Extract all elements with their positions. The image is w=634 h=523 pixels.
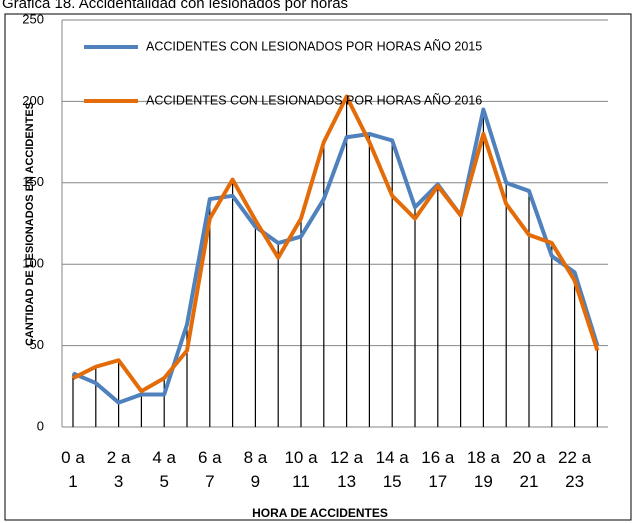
x-axis-title: HORA DE ACCIDENTES xyxy=(252,506,388,520)
y-tick-label: 250 xyxy=(22,11,44,26)
x-tick-label: 2 a 3 xyxy=(106,448,131,491)
y-tick-label: 200 xyxy=(22,93,44,108)
x-tick-label: 12 a 13 xyxy=(330,448,364,491)
y-tick-label: 150 xyxy=(22,174,44,189)
y-tick-label: 0 xyxy=(37,418,44,433)
x-tick-label: 6 a 7 xyxy=(197,448,222,491)
x-tick-label: 0 a 1 xyxy=(61,448,85,491)
x-tick-label: 4 a 5 xyxy=(152,448,176,491)
x-tick-label: 22 a 23 xyxy=(558,448,592,491)
y-axis-title: CANTIDAD DE LESIONADOS EN ACCIDENTES xyxy=(24,102,36,346)
y-tick-label: 100 xyxy=(22,256,44,271)
x-tick-label: 8 a 9 xyxy=(243,448,268,491)
chart-frame xyxy=(4,13,632,521)
x-tick-label: 20 a 21 xyxy=(512,448,546,491)
legend-label: ACCIDENTES CON LESIONADOS POR HORAS AÑO … xyxy=(146,93,482,107)
y-tick-label: 50 xyxy=(30,337,44,352)
x-tick-label: 14 a 15 xyxy=(375,448,409,491)
legend-label: ACCIDENTES CON LESIONADOS POR HORAS AÑO … xyxy=(146,39,482,53)
series-line xyxy=(72,107,600,405)
series-line xyxy=(72,94,600,394)
x-tick-label: 18 a 19 xyxy=(466,448,500,491)
x-tick-label: 10 a 11 xyxy=(284,448,318,491)
chart-title: Gráfica 18. Accidentalidad con lesionado… xyxy=(2,0,348,12)
x-tick-label: 16 a 17 xyxy=(421,448,455,491)
